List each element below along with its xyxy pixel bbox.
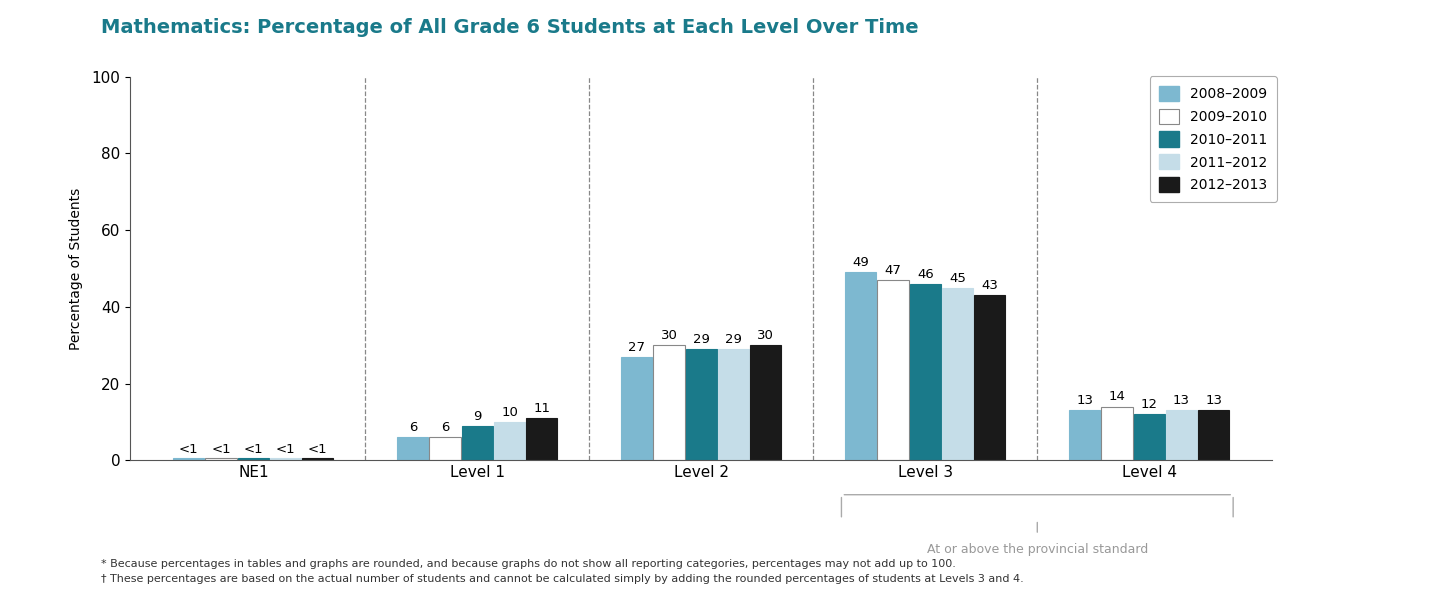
Text: 45: 45 [949, 271, 966, 284]
Text: † These percentages are based on the actual number of students and cannot be cal: † These percentages are based on the act… [101, 574, 1024, 584]
Text: 29: 29 [724, 333, 742, 346]
Bar [685, 349, 717, 460]
Bar [1165, 411, 1197, 460]
Text: * Because percentages in tables and graphs are rounded, and because graphs do no: * Because percentages in tables and grap… [101, 559, 956, 569]
Bar [878, 280, 908, 460]
Text: 46: 46 [917, 268, 934, 281]
Text: 11: 11 [534, 402, 551, 415]
Bar [174, 458, 204, 460]
Bar [270, 458, 301, 460]
Bar [622, 356, 652, 460]
Text: 6: 6 [441, 421, 450, 434]
Bar [205, 458, 237, 460]
Text: 49: 49 [852, 256, 869, 269]
Text: At or above the provincial standard: At or above the provincial standard [927, 543, 1148, 556]
Bar [398, 437, 428, 460]
Text: 14: 14 [1109, 391, 1125, 404]
Text: <1: <1 [308, 442, 328, 455]
Bar [495, 422, 525, 460]
Text: <1: <1 [243, 442, 263, 455]
Text: 47: 47 [885, 264, 901, 277]
Bar [429, 437, 461, 460]
Text: 12: 12 [1141, 398, 1158, 411]
Y-axis label: Percentage of Students: Percentage of Students [69, 188, 84, 349]
Text: <1: <1 [211, 442, 231, 455]
Bar [910, 284, 941, 460]
Text: 29: 29 [693, 333, 710, 346]
Bar [717, 349, 749, 460]
Bar [1134, 414, 1165, 460]
Text: 27: 27 [629, 340, 645, 353]
Bar [1069, 411, 1100, 460]
Bar [1199, 411, 1229, 460]
Legend: 2008–2009, 2009–2010, 2010–2011, 2011–2012, 2012–2013: 2008–2009, 2009–2010, 2010–2011, 2011–20… [1150, 76, 1277, 202]
Text: 6: 6 [409, 421, 416, 434]
Text: Mathematics: Percentage of All Grade 6 Students at Each Level Over Time: Mathematics: Percentage of All Grade 6 S… [101, 18, 918, 37]
Bar [302, 458, 334, 460]
Text: <1: <1 [179, 442, 198, 455]
Bar [654, 345, 685, 460]
Text: <1: <1 [276, 442, 295, 455]
Text: 13: 13 [1076, 394, 1093, 407]
Bar [1102, 407, 1132, 460]
Bar [750, 345, 781, 460]
Bar [526, 418, 558, 460]
Bar [975, 296, 1005, 460]
Text: 10: 10 [502, 406, 518, 419]
Bar [941, 288, 973, 460]
Text: 9: 9 [473, 409, 482, 422]
Text: 13: 13 [1173, 394, 1190, 407]
Bar [237, 458, 269, 460]
Text: 30: 30 [661, 329, 678, 342]
Text: 13: 13 [1206, 394, 1222, 407]
Bar [461, 426, 493, 460]
Text: 43: 43 [982, 279, 998, 292]
Bar [844, 273, 876, 460]
Text: 30: 30 [758, 329, 774, 342]
